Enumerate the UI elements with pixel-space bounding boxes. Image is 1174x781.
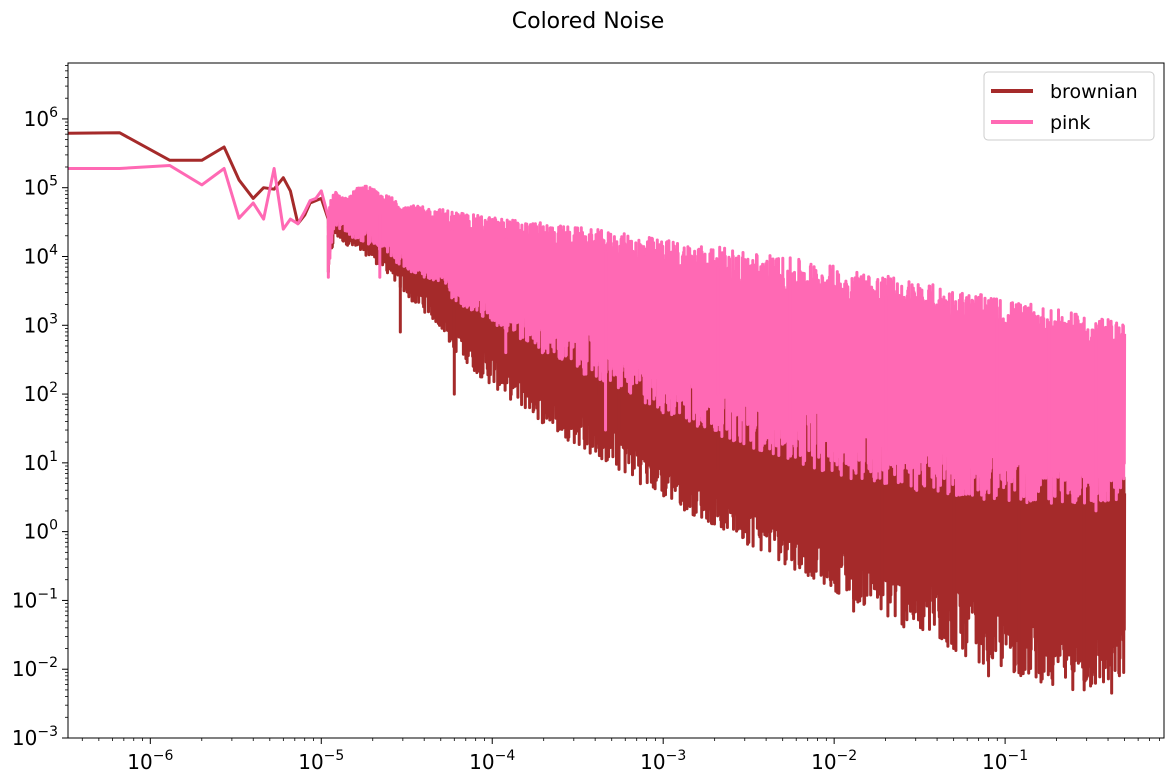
y-tick-label-3-base: 10 bbox=[24, 520, 49, 544]
x-tick-label-5-base: 10 bbox=[982, 750, 1007, 774]
y-tick-label-9: 106 bbox=[24, 105, 58, 131]
y-tick-label-8-base: 10 bbox=[24, 176, 49, 200]
y-tick-label-3: 100 bbox=[24, 518, 58, 544]
y-tick-label-5: 102 bbox=[24, 380, 58, 406]
x-tick-label-3: 10−3 bbox=[640, 748, 686, 774]
y-tick-label-1-base: 10 bbox=[12, 657, 37, 681]
y-tick-label-8-exponent: 5 bbox=[49, 174, 58, 190]
y-tick-label-6-base: 10 bbox=[24, 313, 49, 337]
y-tick-label-2: 10−1 bbox=[12, 586, 58, 612]
y-tick-label-0-exponent: −3 bbox=[37, 724, 58, 740]
x-tick-label-5-exponent: −1 bbox=[1008, 748, 1029, 764]
x-tick-label-1-exponent: −5 bbox=[324, 748, 345, 764]
y-tick-label-8: 105 bbox=[24, 174, 58, 200]
y-tick-label-4-base: 10 bbox=[24, 451, 49, 475]
x-tick-label-1: 10−5 bbox=[298, 748, 344, 774]
x-tick-label-3-exponent: −3 bbox=[666, 748, 687, 764]
y-tick-label-2-exponent: −1 bbox=[37, 586, 58, 602]
x-tick-label-1-base: 10 bbox=[298, 750, 323, 774]
x-tick-label-0-base: 10 bbox=[127, 750, 152, 774]
series-layer bbox=[68, 131, 1127, 695]
y-tick-label-1-exponent: −2 bbox=[37, 655, 58, 671]
y-tick-label-5-exponent: 2 bbox=[49, 380, 58, 396]
x-axis: 10−6 10−5 10−4 10−3 10−2 10−1 bbox=[81, 738, 1160, 774]
x-tick-label-3-base: 10 bbox=[640, 750, 665, 774]
y-tick-label-6-exponent: 3 bbox=[49, 311, 58, 327]
series-line-pink bbox=[68, 164, 1127, 505]
x-tick-label-5: 10−1 bbox=[982, 748, 1028, 774]
x-tick-label-4-exponent: −2 bbox=[837, 748, 858, 764]
y-tick-label-4-exponent: 1 bbox=[49, 449, 58, 465]
y-tick-label-0-base: 10 bbox=[12, 726, 37, 750]
x-tick-label-0-exponent: −6 bbox=[153, 748, 174, 764]
y-tick-label-7-exponent: 4 bbox=[49, 242, 58, 258]
x-tick-label-0: 10−6 bbox=[127, 748, 173, 774]
x-tick-label-2: 10−4 bbox=[469, 748, 515, 774]
y-tick-label-4: 101 bbox=[24, 449, 58, 475]
x-tick-label-4-base: 10 bbox=[811, 750, 836, 774]
y-tick-label-7-base: 10 bbox=[24, 244, 49, 268]
y-tick-label-1: 10−2 bbox=[12, 655, 58, 681]
y-tick-label-7: 104 bbox=[24, 242, 58, 268]
legend-label-pink: pink bbox=[1050, 112, 1090, 134]
chart-title: Colored Noise bbox=[512, 9, 664, 34]
x-tick-label-2-base: 10 bbox=[469, 750, 494, 774]
y-tick-label-9-base: 10 bbox=[24, 107, 49, 131]
x-tick-label-2-exponent: −4 bbox=[495, 748, 516, 764]
legend-label-brownian: brownian bbox=[1050, 81, 1138, 103]
y-tick-label-2-base: 10 bbox=[12, 588, 37, 612]
legend: brownian pink bbox=[983, 71, 1155, 141]
y-tick-label-5-base: 10 bbox=[24, 382, 49, 406]
y-tick-label-6: 103 bbox=[24, 311, 58, 337]
y-tick-label-3-exponent: 0 bbox=[49, 518, 58, 534]
x-tick-label-4: 10−2 bbox=[811, 748, 857, 774]
y-tick-label-9-exponent: 6 bbox=[49, 105, 58, 121]
y-tick-label-0: 10−3 bbox=[12, 724, 58, 750]
